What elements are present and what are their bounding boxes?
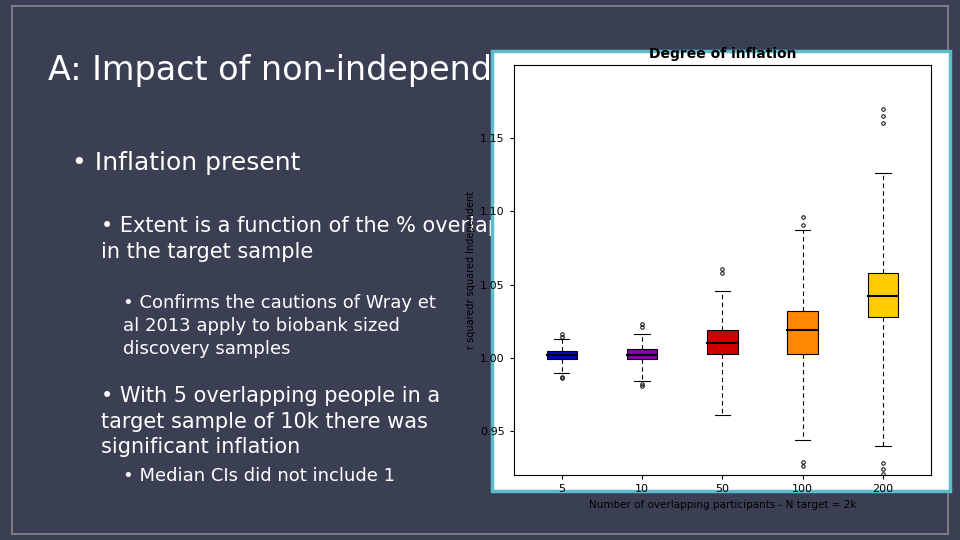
Text: • Confirms the cautions of Wray et
al 2013 apply to biobank sized
discovery samp: • Confirms the cautions of Wray et al 20… xyxy=(123,294,436,358)
Y-axis label: r squaredr squared Independent: r squaredr squared Independent xyxy=(466,191,475,349)
Bar xyxy=(868,273,899,317)
Text: • With 5 overlapping people in a
target sample of 10k there was
significant infl: • With 5 overlapping people in a target … xyxy=(101,386,440,457)
X-axis label: Number of overlapping participants - N target = 2k: Number of overlapping participants - N t… xyxy=(588,500,856,510)
Text: A: Impact of non-independent samples: A: Impact of non-independent samples xyxy=(48,54,696,87)
Text: • Median CIs did not include 1: • Median CIs did not include 1 xyxy=(123,467,395,485)
Text: • Extent is a function of the % overlap
in the target sample: • Extent is a function of the % overlap … xyxy=(101,216,501,261)
Bar xyxy=(708,330,737,354)
Bar xyxy=(627,349,658,360)
Text: • Inflation present: • Inflation present xyxy=(72,151,300,175)
Bar xyxy=(546,350,577,360)
Title: Degree of inflation: Degree of inflation xyxy=(649,47,796,61)
Bar xyxy=(787,311,818,354)
